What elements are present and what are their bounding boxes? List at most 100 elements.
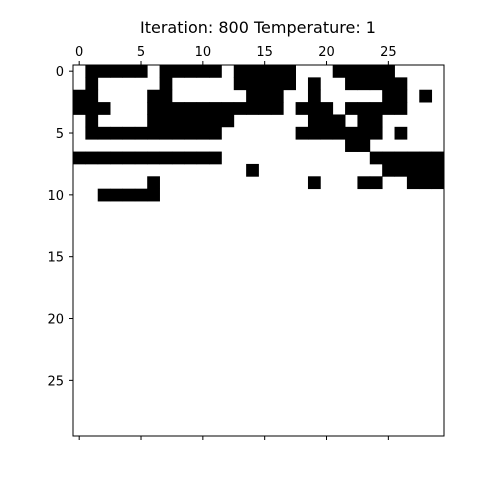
lattice-cell bbox=[357, 65, 371, 78]
lattice-cell bbox=[171, 65, 185, 78]
lattice-cell bbox=[419, 176, 433, 190]
lattice-cell bbox=[171, 102, 185, 115]
lattice-cell bbox=[184, 126, 198, 140]
lattice-cell bbox=[196, 126, 210, 140]
lattice-cell bbox=[394, 77, 408, 91]
lattice-cell bbox=[233, 65, 247, 78]
lattice-cell bbox=[307, 102, 321, 115]
lattice-cell bbox=[345, 139, 358, 152]
x-tick-label-top: 20 bbox=[318, 45, 335, 60]
top-axis: 0 5 10 15 20 25 bbox=[75, 45, 397, 65]
lattice-cell bbox=[320, 102, 334, 115]
lattice-cell bbox=[147, 102, 160, 115]
lattice-cell bbox=[73, 89, 86, 103]
lattice-cell bbox=[295, 126, 309, 140]
lattice-cell bbox=[246, 77, 259, 91]
lattice-cell bbox=[209, 114, 222, 128]
lattice-cell bbox=[431, 176, 445, 190]
lattice-cell bbox=[369, 114, 383, 128]
lattice-cell bbox=[382, 89, 395, 103]
lattice-cell bbox=[382, 163, 395, 177]
lattice-cell bbox=[85, 151, 99, 165]
lattice-cell bbox=[394, 163, 408, 177]
lattice-cell bbox=[122, 65, 136, 78]
lattice-cell bbox=[73, 151, 86, 165]
lattice-cell bbox=[382, 151, 395, 165]
lattice-cell bbox=[307, 114, 321, 128]
lattice-cell bbox=[295, 102, 309, 115]
x-tick-label-top: 0 bbox=[75, 45, 83, 60]
lattice-cell bbox=[85, 114, 99, 128]
lattice-cell bbox=[110, 188, 123, 202]
y-tick-label: 25 bbox=[47, 374, 64, 389]
lattice-cell bbox=[85, 102, 99, 115]
lattice-cell bbox=[209, 102, 222, 115]
lattice-cell bbox=[147, 126, 160, 140]
lattice-cell bbox=[147, 89, 160, 103]
lattice-cell bbox=[369, 102, 383, 115]
lattice-cell bbox=[394, 102, 408, 115]
lattice-cell bbox=[357, 176, 371, 190]
lattice-cell bbox=[221, 114, 235, 128]
lattice-cell bbox=[307, 89, 321, 103]
chart-title: Iteration: 800 Temperature: 1 bbox=[140, 18, 376, 37]
lattice-background bbox=[73, 65, 444, 436]
lattice-cell bbox=[246, 65, 259, 78]
lattice-cell bbox=[307, 126, 321, 140]
lattice-cell bbox=[431, 151, 445, 165]
lattice-cell bbox=[283, 77, 296, 91]
lattice-cell bbox=[159, 77, 173, 91]
lattice-cells bbox=[73, 65, 445, 436]
lattice-cell bbox=[196, 65, 210, 78]
lattice-cell bbox=[270, 102, 284, 115]
lattice-cell bbox=[97, 188, 111, 202]
lattice-cell bbox=[270, 89, 284, 103]
lattice-cell bbox=[171, 151, 185, 165]
lattice-cell bbox=[171, 126, 185, 140]
lattice-cell bbox=[122, 126, 136, 140]
lattice-cell bbox=[73, 102, 86, 115]
lattice-cell bbox=[159, 126, 173, 140]
lattice-cell bbox=[209, 65, 222, 78]
y-tick-label: 15 bbox=[47, 251, 64, 266]
lattice-cell bbox=[122, 188, 136, 202]
y-tick-label: 0 bbox=[56, 65, 64, 80]
lattice-cell bbox=[270, 65, 284, 78]
x-tick-label-top: 25 bbox=[380, 45, 397, 60]
lattice-cell bbox=[134, 188, 148, 202]
lattice-cell bbox=[258, 89, 272, 103]
lattice-cell bbox=[419, 89, 433, 103]
lattice-cell bbox=[122, 151, 136, 165]
lattice-cell bbox=[184, 65, 198, 78]
x-tick-label-top: 5 bbox=[137, 45, 145, 60]
lattice-cell bbox=[369, 65, 383, 78]
lattice-cell bbox=[184, 151, 198, 165]
lattice-cell bbox=[97, 151, 111, 165]
lattice-cell bbox=[419, 163, 433, 177]
x-tick-label-top: 10 bbox=[195, 45, 212, 60]
lattice-cell bbox=[406, 176, 420, 190]
lattice-cell bbox=[147, 176, 160, 190]
lattice-cell bbox=[159, 89, 173, 103]
lattice-cell bbox=[345, 126, 358, 140]
lattice-cell bbox=[184, 114, 198, 128]
lattice-cell bbox=[159, 102, 173, 115]
lattice-cell bbox=[147, 188, 160, 202]
lattice-cell bbox=[159, 151, 173, 165]
lattice-cell bbox=[85, 77, 99, 91]
lattice-cell bbox=[196, 114, 210, 128]
lattice-cell bbox=[258, 65, 272, 78]
lattice-cell bbox=[332, 65, 346, 78]
lattice-cell bbox=[431, 163, 445, 177]
lattice-cell bbox=[382, 65, 395, 78]
lattice-cell bbox=[258, 102, 272, 115]
y-tick-label: 20 bbox=[47, 313, 64, 328]
lattice-cell bbox=[159, 65, 173, 78]
lattice-cell bbox=[283, 65, 296, 78]
lattice-cell bbox=[406, 151, 420, 165]
lattice-cell bbox=[110, 151, 123, 165]
lattice-cell bbox=[320, 126, 334, 140]
lattice-cell bbox=[357, 77, 371, 91]
left-axis: 0 5 10 15 20 25 bbox=[47, 65, 73, 389]
